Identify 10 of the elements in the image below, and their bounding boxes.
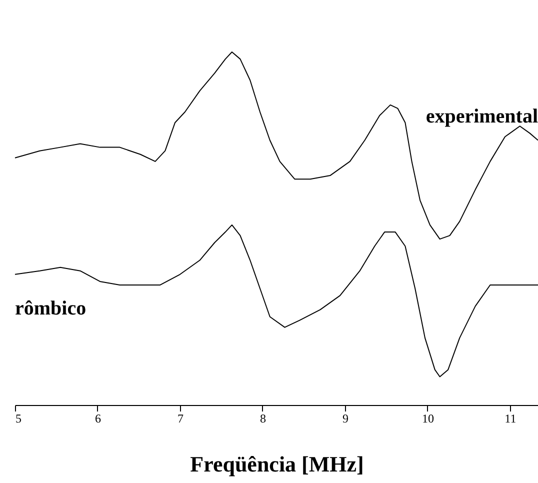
x-tick-label: 6 (94, 412, 101, 426)
x-tick-label: 7 (177, 412, 184, 426)
x-tick-label: 9 (342, 412, 348, 426)
x-tick-label: 8 (260, 412, 266, 426)
x-tick-label: 5 (16, 412, 22, 426)
x-tick-label: 10 (422, 412, 434, 426)
x-axis-title: Freqüência [MHz] (190, 452, 364, 476)
series-label: rômbico (15, 297, 86, 320)
x-tick-label: 11 (504, 412, 516, 426)
series-label: experimental (426, 105, 538, 128)
